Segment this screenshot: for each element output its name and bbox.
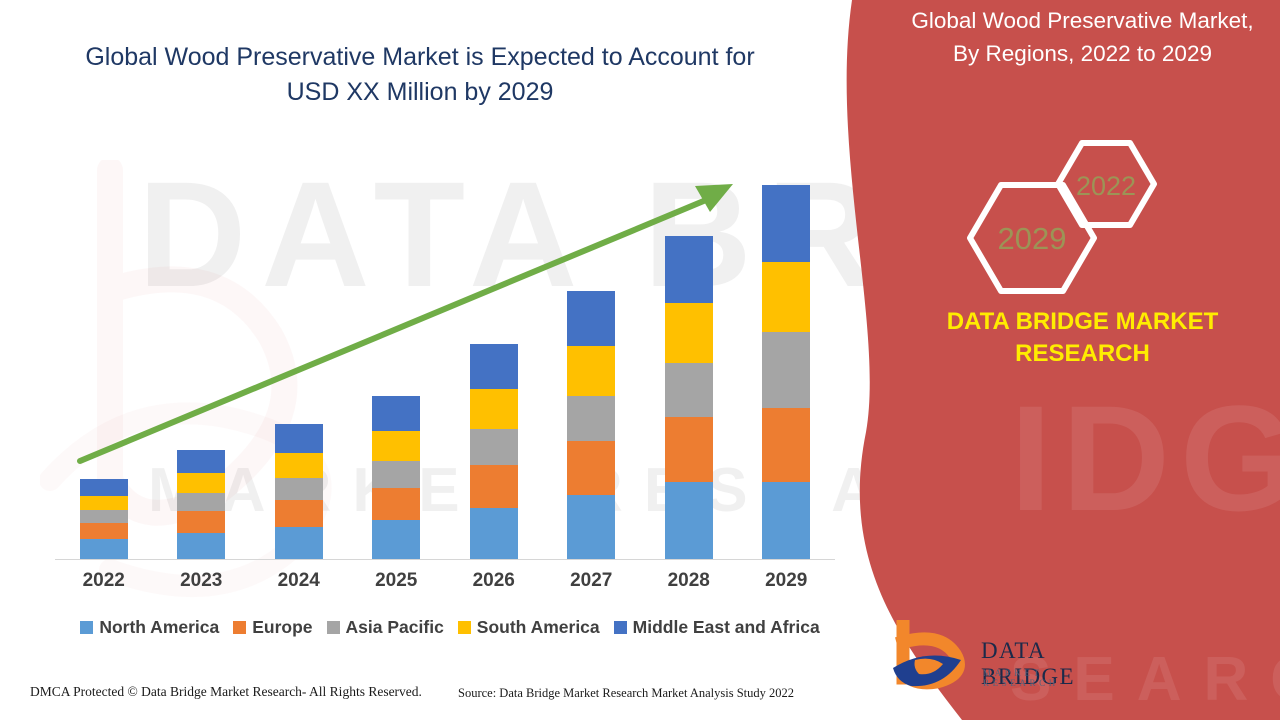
bar-segment[interactable] bbox=[79, 510, 128, 523]
logo-tagline: MARKET RESEARCH bbox=[983, 668, 1059, 688]
panel-watermark: IDGE SEARCH bbox=[1010, 374, 1280, 714]
bar-segment[interactable] bbox=[762, 332, 811, 408]
bar-2029[interactable] bbox=[762, 185, 811, 559]
bar-segment[interactable] bbox=[469, 508, 518, 559]
brand-name: DATA BRIDGE MARKET RESEARCH bbox=[885, 306, 1280, 370]
bar-segment[interactable] bbox=[177, 511, 226, 533]
bar-segment[interactable] bbox=[79, 523, 128, 539]
hexagon-2029-shape bbox=[967, 182, 1097, 294]
bar-segment[interactable] bbox=[469, 465, 518, 508]
bar-segment[interactable] bbox=[762, 185, 811, 262]
legend-swatch-icon bbox=[233, 621, 247, 634]
bar-segment[interactable] bbox=[762, 262, 811, 332]
legend-label: Europe bbox=[252, 617, 313, 637]
legend-item[interactable]: North America bbox=[80, 617, 219, 638]
bar-segment[interactable] bbox=[274, 478, 323, 500]
legend-label: North America bbox=[99, 617, 220, 637]
x-axis-label-2023: 2023 bbox=[180, 570, 223, 591]
x-axis-label-2022: 2022 bbox=[82, 570, 125, 591]
chart-title: Global Wood Preservative Market is Expec… bbox=[60, 40, 780, 110]
bar-segment[interactable] bbox=[567, 495, 616, 559]
x-axis-label-2026: 2026 bbox=[472, 570, 515, 591]
svg-text:2022: 2022 bbox=[1076, 171, 1136, 201]
legend-label: Asia Pacific bbox=[345, 617, 444, 637]
hexagon-2022-shape bbox=[1055, 140, 1157, 228]
bar-segment[interactable] bbox=[372, 520, 421, 559]
legend-swatch-icon bbox=[80, 621, 94, 634]
bar-segment[interactable] bbox=[79, 539, 128, 559]
svg-text:IDGE: IDGE bbox=[1010, 374, 1280, 542]
legend-label: South America bbox=[476, 617, 600, 637]
bar-2022[interactable] bbox=[79, 479, 128, 559]
x-axis-label-2029: 2029 bbox=[765, 570, 808, 591]
x-axis-line bbox=[55, 559, 835, 560]
bar-segment[interactable] bbox=[177, 533, 226, 559]
right-panel-title: Global Wood Preservative Market, By Regi… bbox=[885, 4, 1280, 70]
bar-segment[interactable] bbox=[177, 493, 226, 511]
chart-title-line-2: USD XX Million by 2029 bbox=[286, 78, 554, 106]
bar-segment[interactable] bbox=[274, 500, 323, 527]
bar-segment[interactable] bbox=[274, 527, 323, 559]
bar-segment[interactable] bbox=[664, 482, 713, 559]
legend-item[interactable]: South America bbox=[457, 617, 600, 638]
x-axis-label-2025: 2025 bbox=[375, 570, 418, 591]
right-panel-content: Global Wood Preservative Market, By Regi… bbox=[885, 0, 1280, 720]
brand-line-2: RESEARCH bbox=[1015, 340, 1150, 367]
legend-swatch-icon bbox=[326, 621, 340, 634]
legend-item[interactable]: Europe bbox=[233, 617, 313, 638]
bar-segment[interactable] bbox=[372, 461, 421, 488]
x-axis-label-2028: 2028 bbox=[667, 570, 710, 591]
x-axis-label-2027: 2027 bbox=[570, 570, 613, 591]
legend-swatch-icon bbox=[613, 621, 627, 634]
legend-swatch-icon bbox=[457, 621, 471, 634]
logo-mark-icon bbox=[893, 619, 965, 690]
footer-source: Source: Data Bridge Market Research Mark… bbox=[458, 686, 795, 700]
bar-segment[interactable] bbox=[79, 479, 128, 496]
bar-segment[interactable] bbox=[177, 473, 226, 493]
legend-label: Middle East and Africa bbox=[632, 617, 820, 637]
x-axis-labels: 2022 2023 2024 2025 2026 2027 2028 2029 bbox=[55, 570, 835, 600]
chart-legend: North America Europe Asia Pacific South Ame… bbox=[55, 617, 845, 638]
bar-segment[interactable] bbox=[762, 408, 811, 482]
brand-line-1: DATA BRIDGE MARKET bbox=[946, 308, 1219, 335]
x-axis-label-2024: 2024 bbox=[277, 570, 320, 591]
hexagon-badges: 2029 2022 bbox=[885, 135, 1280, 295]
svg-text:2029: 2029 bbox=[998, 221, 1067, 256]
svg-text:SEARCH: SEARCH bbox=[1010, 645, 1280, 714]
footer-copyright: DMCA Protected © Data Bridge Market Rese… bbox=[30, 684, 422, 699]
logo-title: DATA BRIDGE bbox=[981, 638, 1075, 689]
chart-title-line-1: Global Wood Preservative Market is Expec… bbox=[85, 43, 755, 71]
legend-item[interactable]: Middle East and Africa bbox=[613, 617, 820, 638]
bar-segment[interactable] bbox=[372, 488, 421, 520]
legend-item[interactable]: Asia Pacific bbox=[326, 617, 444, 638]
bar-segment[interactable] bbox=[762, 482, 811, 559]
bar-segment[interactable] bbox=[79, 496, 128, 510]
right-panel-title-line-1: Global Wood Preservative Market, bbox=[911, 8, 1254, 33]
right-panel-title-line-2: By Regions, 2022 to 2029 bbox=[953, 41, 1212, 66]
data-bridge-logo: DATA BRIDGE MARKET RESEARCH bbox=[885, 619, 1115, 700]
